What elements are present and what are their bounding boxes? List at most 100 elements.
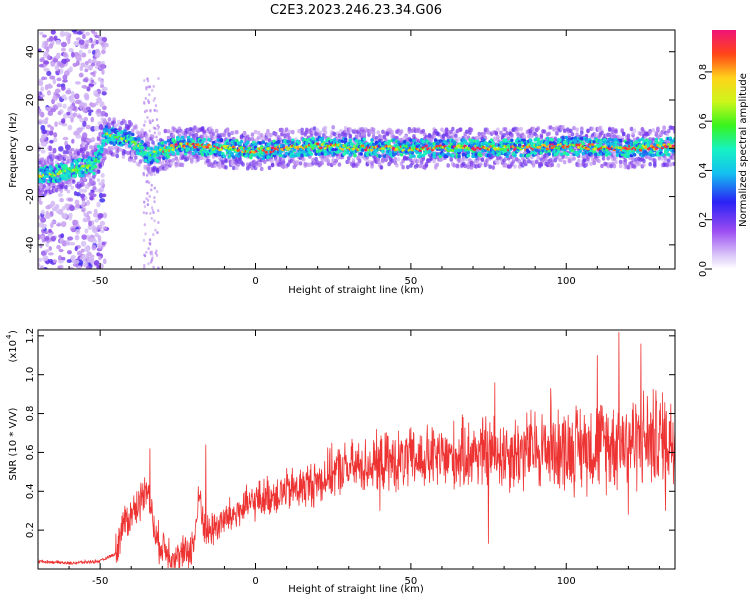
spectrogram-cell bbox=[81, 208, 86, 213]
spectrogram-cell bbox=[337, 139, 342, 143]
spectrogram-cell bbox=[230, 152, 235, 156]
spectrogram-cell bbox=[374, 135, 379, 141]
spectrogram-cell bbox=[56, 83, 62, 88]
spectrogram-cell bbox=[213, 135, 217, 140]
spectrogram-cell bbox=[163, 128, 168, 134]
spectrogram-cell bbox=[236, 149, 241, 153]
spectrogram-cell bbox=[631, 156, 635, 161]
spectrogram-cell bbox=[156, 231, 159, 235]
spectrogram-cell bbox=[547, 152, 551, 156]
spectrogram-cell bbox=[385, 131, 390, 136]
spectrogram-cell bbox=[143, 123, 146, 127]
spectrogram-cell bbox=[207, 137, 211, 142]
spectrogram-cell bbox=[83, 64, 89, 68]
spectrogram-cell bbox=[40, 86, 44, 92]
spectrogram-cell bbox=[144, 232, 147, 236]
spectrogram-cell bbox=[183, 151, 188, 156]
spectrogram-cell bbox=[183, 133, 188, 139]
spectrogram-cell bbox=[410, 150, 415, 155]
spectrogram-cell bbox=[45, 241, 50, 248]
spectrogram-cell bbox=[63, 212, 68, 219]
spectrogram-cell bbox=[82, 120, 87, 127]
spectrogram-cell bbox=[151, 252, 154, 256]
spectrogram-cell bbox=[446, 152, 450, 156]
spectrogram-cell bbox=[90, 136, 96, 143]
spectrogram-cell bbox=[179, 142, 183, 146]
spectrogram-cell bbox=[88, 220, 92, 227]
spectrogram-cell bbox=[332, 132, 337, 137]
spectrogram-cell bbox=[454, 133, 458, 139]
spectrogram-cell bbox=[309, 152, 314, 156]
spectrogram-cell bbox=[300, 127, 304, 132]
spectrogram-cell bbox=[140, 128, 144, 133]
spectrogram-cell bbox=[395, 163, 399, 168]
spectrogram-cell bbox=[151, 88, 154, 92]
spectrogram-cell bbox=[370, 148, 374, 152]
spectrogram-cell bbox=[371, 127, 376, 132]
spectrogram-cell bbox=[536, 137, 541, 142]
spectrogram-cell bbox=[519, 126, 523, 132]
spectrogram-cell bbox=[99, 220, 106, 227]
spectrogram-cell bbox=[140, 145, 144, 150]
spectrogram-cell bbox=[82, 106, 87, 113]
spectrogram-cell bbox=[57, 259, 64, 264]
spectrogram-cell bbox=[373, 155, 377, 160]
spectrogram-cell bbox=[354, 134, 359, 139]
spectrogram-cell bbox=[351, 147, 356, 151]
spectrogram-cell bbox=[74, 81, 81, 85]
spectrogram-cell bbox=[81, 173, 85, 178]
spectrogram-cell bbox=[157, 77, 160, 81]
spectrogram-cell bbox=[63, 113, 67, 120]
spectrogram-cell bbox=[104, 124, 109, 129]
spectrogram-cell bbox=[157, 266, 160, 269]
spectrogram-cell bbox=[328, 150, 332, 155]
spectrogram-cell bbox=[88, 191, 95, 197]
spectrogram-cell bbox=[466, 150, 471, 155]
spectrogram-cell bbox=[357, 158, 362, 164]
spectrogram-cell bbox=[118, 126, 123, 131]
spectrogram-cell bbox=[43, 190, 48, 195]
spectrogram-cell bbox=[629, 126, 634, 132]
spectrogram-cell bbox=[412, 154, 416, 158]
spectrogram-cell bbox=[586, 128, 590, 133]
spectrogram-cell bbox=[407, 129, 412, 134]
spectrogram-cell bbox=[312, 149, 317, 153]
spectrogram-cell bbox=[134, 137, 138, 141]
spectrogram-cell bbox=[180, 135, 185, 140]
spectrogram-cell bbox=[38, 175, 42, 178]
spectrogram-cell bbox=[96, 242, 102, 248]
spectrogram-cell bbox=[224, 165, 228, 170]
spectrogram-cell bbox=[149, 108, 152, 112]
spectrogram-cell bbox=[83, 78, 89, 82]
spectrogram-cell bbox=[39, 94, 45, 98]
spectrogram-cell bbox=[90, 189, 96, 193]
spectrogram-cell bbox=[70, 227, 76, 233]
spectrogram-cell bbox=[79, 43, 86, 49]
spectrogram-cell bbox=[545, 147, 550, 151]
spectrogram-cell bbox=[331, 125, 335, 130]
spectrogram-cell bbox=[569, 158, 573, 163]
spectrogram-cell bbox=[562, 128, 567, 133]
spectrogram-cell bbox=[214, 128, 219, 134]
spectrogram-cell bbox=[38, 108, 42, 114]
spectrogram-cell bbox=[163, 140, 168, 145]
spectrogram-cell bbox=[612, 134, 617, 139]
spectrogram-cell bbox=[418, 154, 423, 159]
spectrogram-cell bbox=[140, 140, 144, 144]
spectrogram-cell bbox=[154, 228, 157, 232]
spectrogram-cell bbox=[75, 228, 81, 235]
spectrogram-cell bbox=[148, 129, 151, 133]
spectrogram-cell bbox=[466, 154, 471, 158]
spectrogram-cell bbox=[103, 42, 109, 48]
spectrogram-cell bbox=[259, 132, 264, 138]
spectrogram-cell bbox=[147, 262, 150, 266]
spectrogram-cell bbox=[399, 152, 404, 157]
spectrogram-cell bbox=[96, 108, 102, 114]
spectrogram-cell bbox=[477, 156, 482, 161]
spectrogram-cell bbox=[55, 53, 61, 59]
spectrogram-cell bbox=[48, 145, 53, 152]
spectrogram-cell bbox=[533, 151, 537, 155]
spectrogram-cell bbox=[405, 164, 410, 170]
spectrogram-cell bbox=[424, 144, 429, 148]
spectrogram-cell bbox=[150, 188, 153, 192]
